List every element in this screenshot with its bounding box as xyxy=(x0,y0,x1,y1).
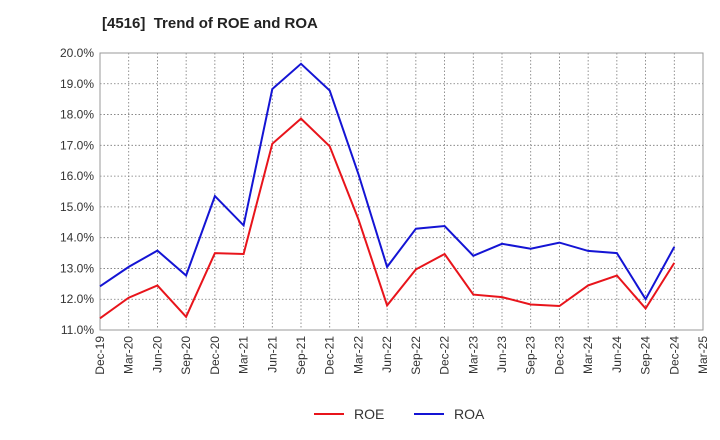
x-tick-label: Mar-23 xyxy=(466,336,480,374)
y-tick-label: 18.0% xyxy=(60,108,94,122)
x-tick-label: Mar-25 xyxy=(696,336,710,374)
x-tick-label: Dec-24 xyxy=(667,336,681,375)
y-tick-label: 16.0% xyxy=(60,169,94,183)
legend-label-roa: ROA xyxy=(454,406,485,422)
x-tick-label: Sep-23 xyxy=(524,336,538,375)
x-tick-label: Jun-22 xyxy=(380,336,394,373)
x-tick-label: Jun-20 xyxy=(150,336,164,373)
y-tick-label: 11.0% xyxy=(61,323,94,337)
x-tick-label: Dec-19 xyxy=(93,336,107,375)
y-tick-label: 20.0% xyxy=(60,46,94,60)
x-tick-label: Dec-23 xyxy=(552,336,566,375)
x-tick-label: Jun-21 xyxy=(265,336,279,373)
y-tick-label: 15.0% xyxy=(60,200,94,214)
x-tick-label: Mar-21 xyxy=(237,336,251,374)
series-line-roe xyxy=(99,117,676,320)
legend-label-roe: ROE xyxy=(354,406,384,422)
series-line-roa xyxy=(99,62,676,302)
x-tick-label: Sep-22 xyxy=(409,336,423,375)
chart-title: [4516] Trend of ROE and ROA xyxy=(102,15,318,32)
x-tick-label: Dec-22 xyxy=(438,336,452,375)
y-tick-label: 19.0% xyxy=(60,77,94,91)
x-tick-label: Jun-24 xyxy=(610,336,624,373)
y-tick-label: 12.0% xyxy=(60,292,94,306)
x-tick-label: Mar-20 xyxy=(122,336,136,374)
plot-area-border xyxy=(99,52,704,331)
x-tick-label: Mar-24 xyxy=(581,336,595,374)
x-tick-label: Mar-22 xyxy=(351,336,365,374)
x-tick-label: Jun-23 xyxy=(495,336,509,373)
x-tick-label: Dec-21 xyxy=(323,336,337,375)
x-tick-label: Sep-20 xyxy=(179,336,193,375)
y-tick-label: 17.0% xyxy=(60,138,94,152)
y-tick-label: 14.0% xyxy=(60,231,94,245)
x-tick-label: Sep-21 xyxy=(294,336,308,375)
y-tick-label: 13.0% xyxy=(60,261,94,275)
x-tick-label: Dec-20 xyxy=(208,336,222,375)
x-tick-label: Sep-24 xyxy=(639,336,653,375)
